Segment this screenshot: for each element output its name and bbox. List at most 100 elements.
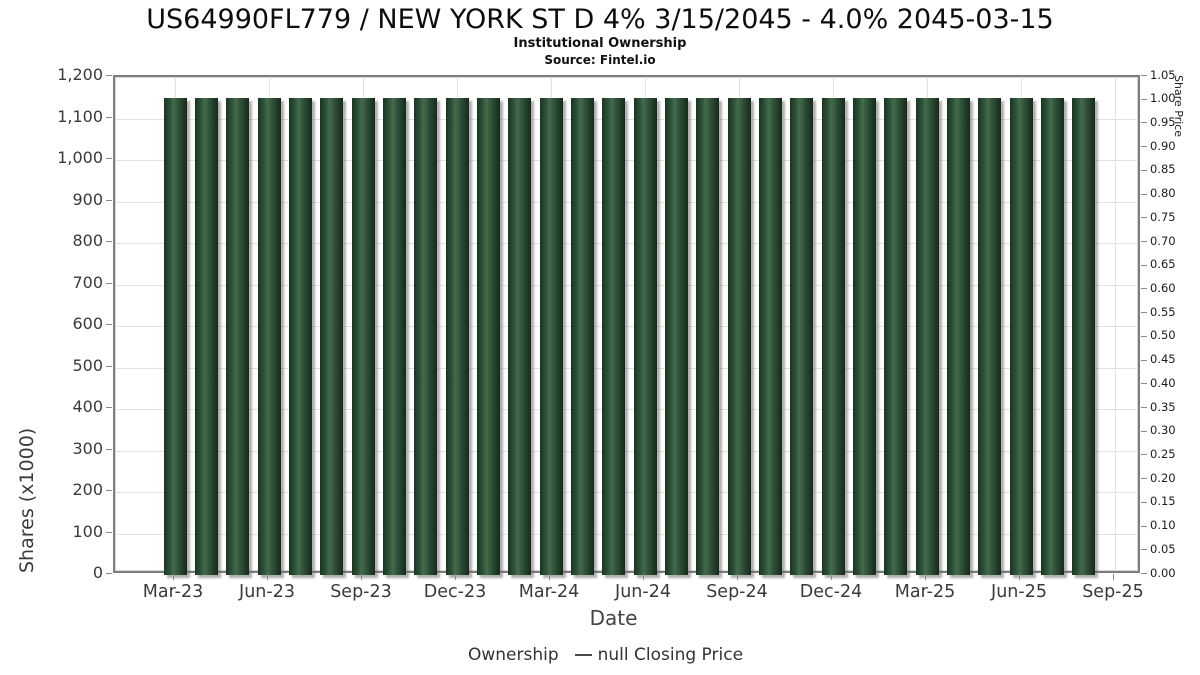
y-right-tick-label: 0.25 xyxy=(1150,446,1176,461)
y-right-tick-label: 0.50 xyxy=(1150,328,1176,343)
x-axis-tick xyxy=(831,574,832,580)
y-left-tick-label: 200 xyxy=(72,480,103,499)
y-right-tick-label: 0.45 xyxy=(1150,352,1176,367)
x-axis-tick-label: Sep-23 xyxy=(330,582,392,602)
y-right-tick xyxy=(1141,241,1147,242)
y-left-tick xyxy=(106,199,112,201)
horizontal-gridline xyxy=(115,284,1138,286)
x-axis-tick xyxy=(267,574,268,580)
y-right-tick xyxy=(1141,169,1147,171)
legend-label-closing-price: null Closing Price xyxy=(597,645,744,665)
ownership-bar[interactable] xyxy=(539,97,563,575)
horizontal-gridline xyxy=(115,201,1138,203)
ownership-series-swatch-icon xyxy=(457,649,464,661)
x-axis-tick-label: Jun-23 xyxy=(239,582,295,602)
x-axis-tick xyxy=(643,574,644,580)
x-axis-tick-label: Mar-23 xyxy=(142,582,204,602)
y-left-tick-label: 500 xyxy=(72,355,103,375)
ownership-bar[interactable] xyxy=(821,97,845,575)
y-right-tick-label: 0.10 xyxy=(1150,518,1176,533)
ownership-bar[interactable] xyxy=(570,97,594,575)
y-right-tick-label: 0.95 xyxy=(1150,114,1176,129)
ownership-bar[interactable] xyxy=(414,97,438,575)
ownership-bar[interactable] xyxy=(320,97,344,575)
ownership-bar[interactable] xyxy=(351,97,375,575)
x-axis-title-date: Date xyxy=(589,606,638,630)
ownership-bar[interactable] xyxy=(445,97,469,575)
y-left-tick xyxy=(106,448,112,450)
y-left-tick-label: 400 xyxy=(72,397,103,416)
y-left-tick-label: 600 xyxy=(72,314,103,333)
y-right-tick-label: 0.15 xyxy=(1150,494,1176,509)
y-left-tick-label: 100 xyxy=(72,521,103,541)
ownership-bar[interactable] xyxy=(1072,97,1096,575)
ownership-bar[interactable] xyxy=(915,97,939,575)
plot-inner-border xyxy=(115,77,1138,571)
horizontal-gridline xyxy=(115,243,1138,244)
y-right-tick xyxy=(1141,122,1147,124)
ownership-bar[interactable] xyxy=(288,97,312,575)
ownership-bar[interactable] xyxy=(1009,97,1033,575)
ownership-bar[interactable] xyxy=(664,97,688,575)
y-left-tick-label: 1,000 xyxy=(57,148,103,167)
ownership-bar[interactable] xyxy=(946,97,970,575)
legend-label-ownership: Ownership xyxy=(467,645,559,665)
y-right-tick xyxy=(1141,288,1147,290)
y-right-tick-label: 0.80 xyxy=(1150,186,1176,201)
x-axis-tick-label: Sep-24 xyxy=(706,582,768,602)
ownership-bar[interactable] xyxy=(758,97,782,575)
x-axis-tick xyxy=(1019,574,1020,580)
ownership-bar[interactable] xyxy=(602,97,626,575)
ownership-bar[interactable] xyxy=(633,97,657,575)
y-right-tick xyxy=(1141,383,1147,385)
y-left-tick xyxy=(106,365,112,367)
horizontal-gridline xyxy=(115,450,1138,452)
y-right-tick-label: 0.65 xyxy=(1150,257,1176,272)
x-axis-tick-label: Dec-23 xyxy=(423,582,487,602)
plot-area[interactable] xyxy=(113,75,1140,575)
legend-item-ownership[interactable]: Ownership xyxy=(457,645,559,665)
ownership-bar[interactable] xyxy=(163,97,187,575)
ownership-bar[interactable] xyxy=(790,97,814,575)
y-left-tick xyxy=(106,116,112,118)
y-right-tick xyxy=(1141,217,1147,219)
ownership-bar[interactable] xyxy=(508,97,532,575)
vertical-gridline xyxy=(1115,77,1116,571)
y-left-tick xyxy=(106,407,112,408)
x-axis-tick xyxy=(925,574,926,580)
closing-price-line-icon xyxy=(574,653,592,657)
y-right-tick xyxy=(1141,264,1147,266)
ownership-bar[interactable] xyxy=(727,97,751,575)
y-right-tick xyxy=(1141,525,1147,527)
legend-item-closing-price[interactable]: null Closing Price xyxy=(565,645,743,665)
y-axis-title-share-price: Share Price xyxy=(1172,75,1185,138)
x-axis-tick xyxy=(737,574,738,580)
y-left-tick xyxy=(106,490,112,491)
y-right-tick xyxy=(1141,549,1147,551)
ownership-bar[interactable] xyxy=(194,97,218,575)
ownership-bar[interactable] xyxy=(696,97,720,575)
horizontal-gridline xyxy=(115,118,1138,120)
y-right-tick-label: 0.55 xyxy=(1150,304,1176,319)
y-left-tick xyxy=(106,531,112,533)
ownership-bar[interactable] xyxy=(978,97,1002,575)
x-axis-tick xyxy=(173,574,174,580)
x-axis-tick-label: Mar-24 xyxy=(518,582,580,602)
ownership-bar[interactable] xyxy=(1040,97,1064,575)
x-axis-tick-label: Jun-25 xyxy=(991,582,1047,602)
y-right-tick-label: 0.40 xyxy=(1150,375,1176,390)
ownership-bar[interactable] xyxy=(476,97,500,575)
ownership-bar[interactable] xyxy=(884,97,908,575)
y-left-tick-label: 1,100 xyxy=(57,106,103,126)
y-right-tick-label: 0.00 xyxy=(1150,565,1176,580)
y-right-tick-label: 0.60 xyxy=(1150,280,1176,295)
y-right-tick xyxy=(1141,193,1147,195)
y-left-tick xyxy=(106,573,112,574)
y-right-tick-label: 1.05 xyxy=(1150,67,1176,82)
ownership-bar[interactable] xyxy=(226,97,250,575)
y-left-tick-label: 800 xyxy=(72,231,103,250)
ownership-bar[interactable] xyxy=(382,97,406,575)
ownership-bar[interactable] xyxy=(257,97,281,575)
ownership-bar[interactable] xyxy=(852,97,876,575)
